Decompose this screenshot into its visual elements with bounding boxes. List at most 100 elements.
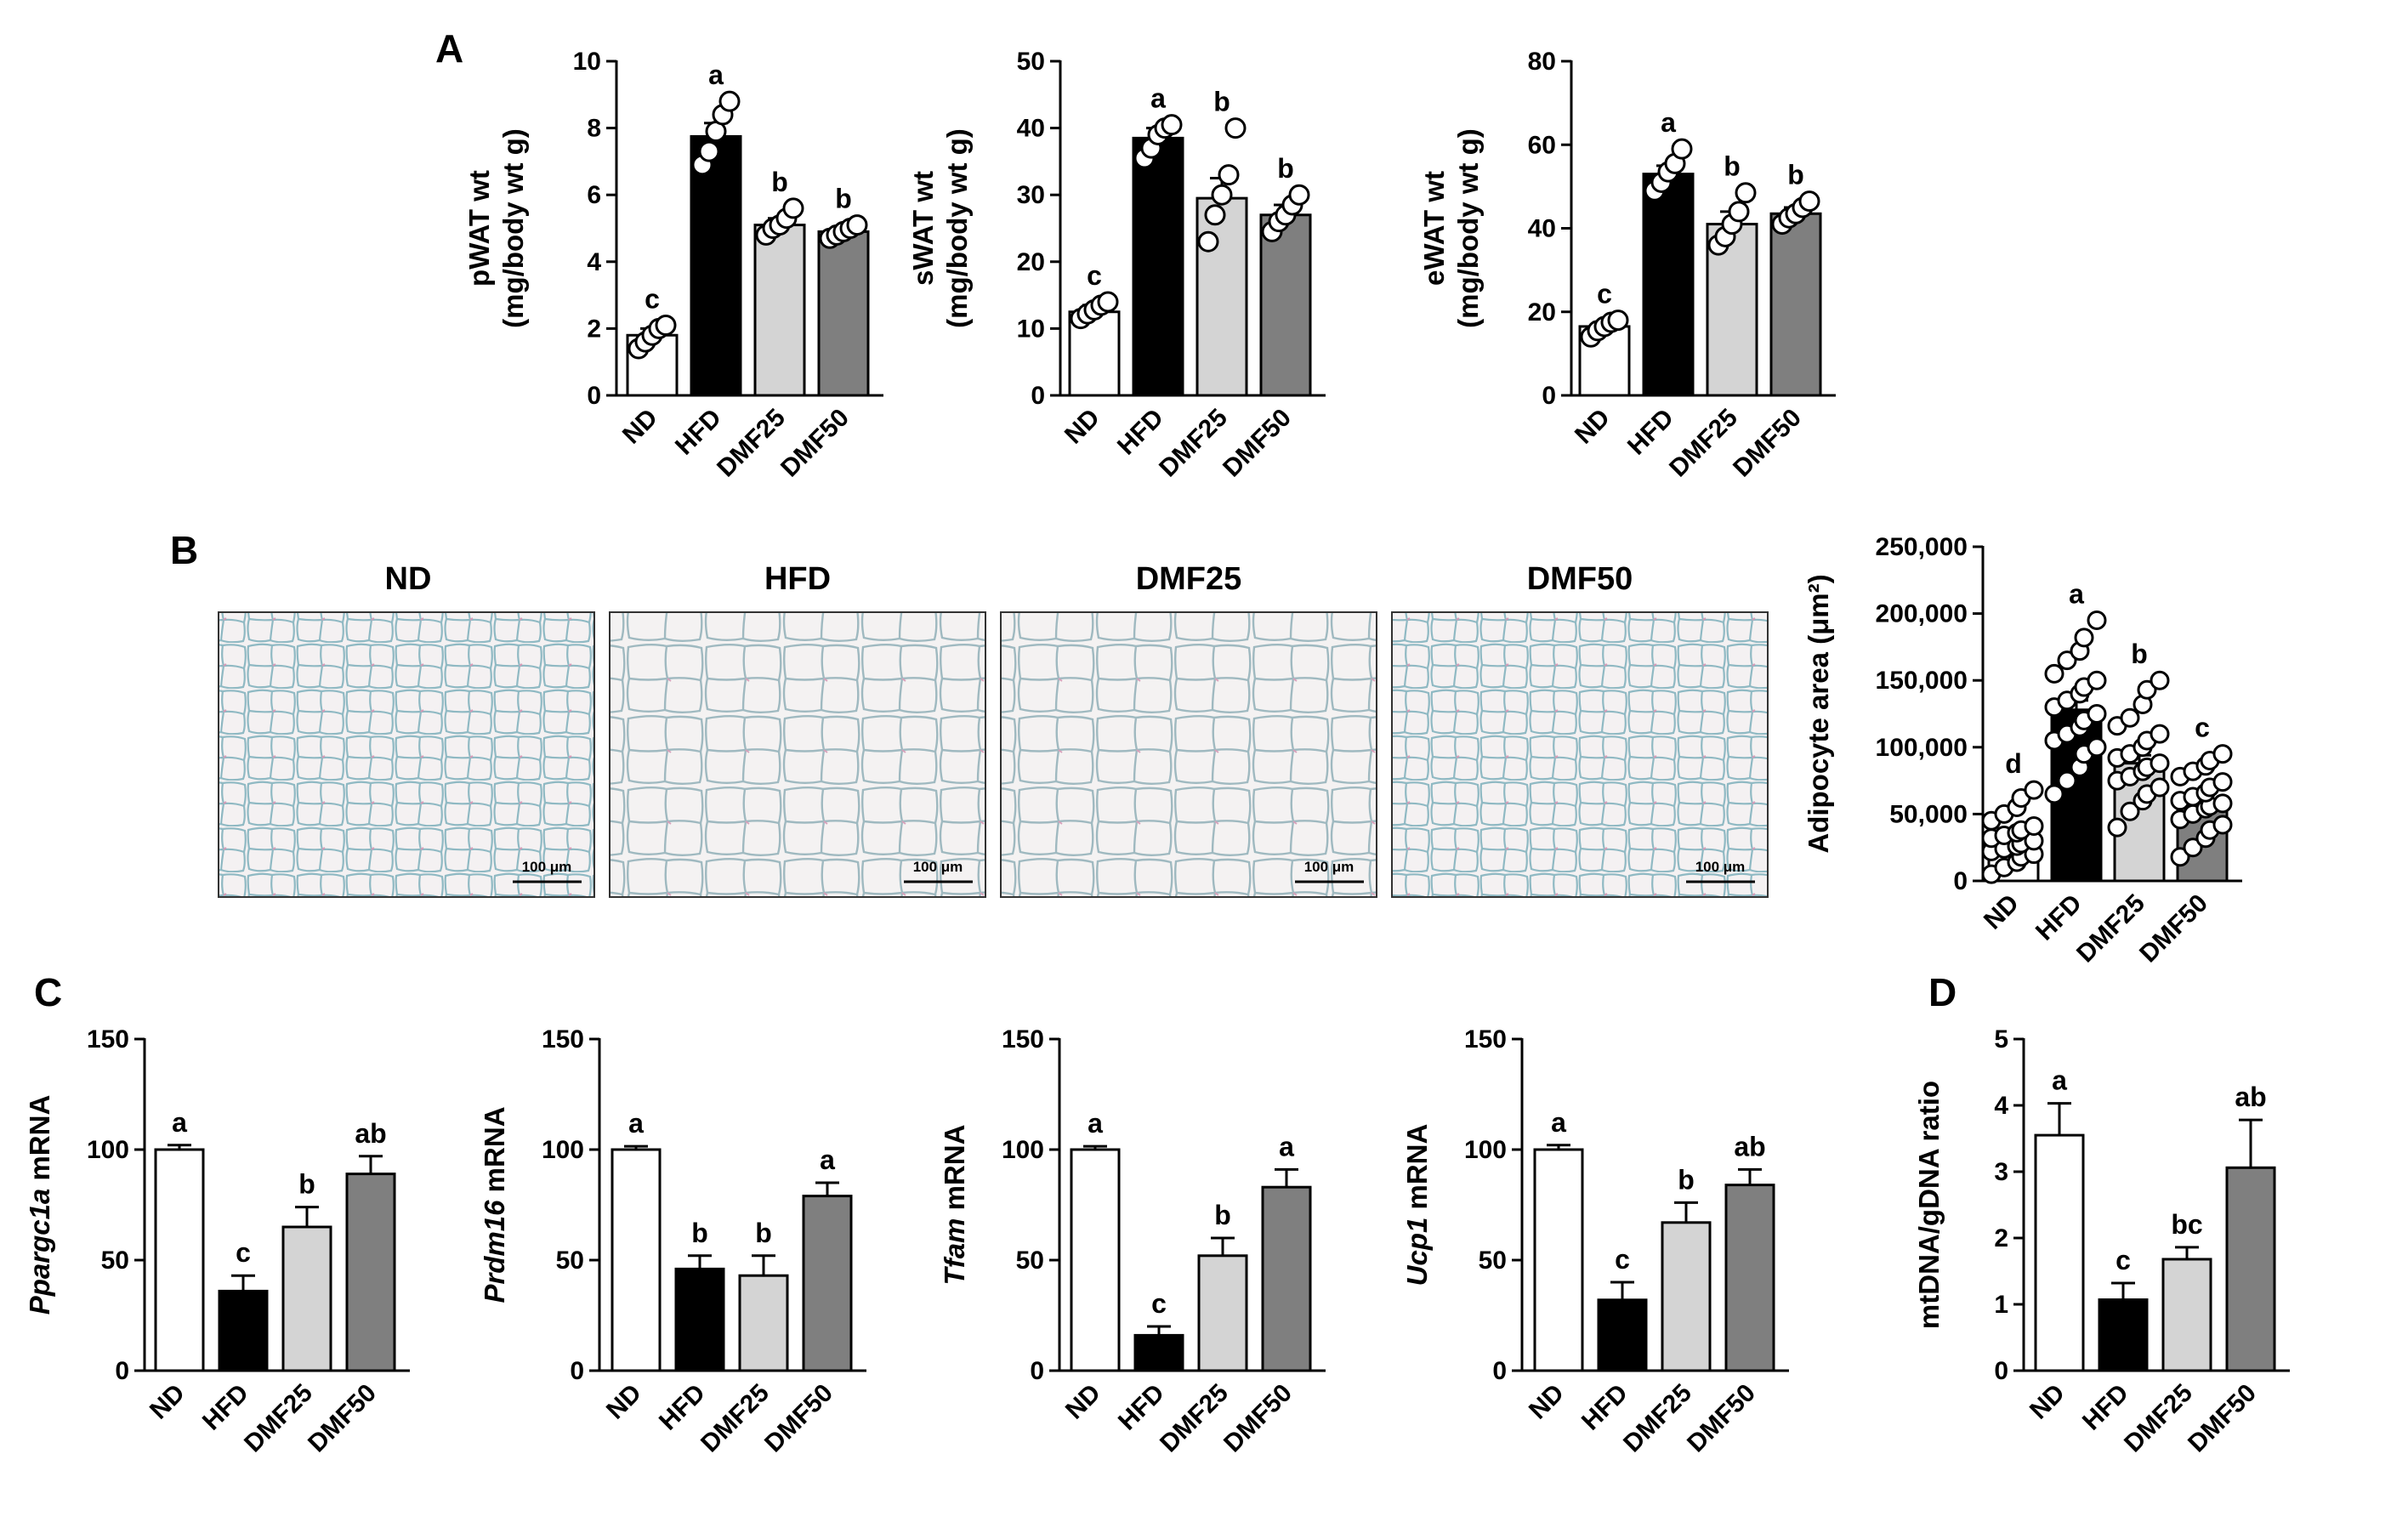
category-label-dmf50: DMF50	[1218, 404, 1297, 483]
y-tick-label: 20	[1528, 298, 1556, 327]
y-tick-label: 3	[1994, 1158, 2008, 1186]
y-tick-label: 30	[1017, 181, 1045, 209]
y-tick-label: 60	[1528, 131, 1556, 159]
bar-hfd	[1597, 1298, 1648, 1372]
y-tick-label: 20	[1017, 248, 1045, 276]
histology-dmf25: DMF25 100 μm	[1000, 561, 1377, 898]
y-tick-label: 100	[87, 1136, 129, 1164]
significance-letter: a	[820, 1144, 835, 1175]
bar-dmf50	[1259, 213, 1312, 397]
significance-letter: b	[1787, 160, 1804, 190]
category-label-nd: ND	[1979, 889, 2025, 935]
y-tick-label: 50	[1017, 48, 1045, 76]
y-tick-label: 50	[101, 1247, 129, 1275]
category-label-dmf25: DMF25	[239, 1379, 318, 1458]
y-axis-title-suffix: mRNA	[1401, 1124, 1433, 1218]
bar-dmf50	[345, 1173, 396, 1372]
data-point	[2137, 679, 2157, 700]
data-point	[1224, 117, 1247, 139]
data-point	[2183, 838, 2203, 858]
significance-letter: c	[645, 283, 660, 314]
significance-letter: b	[1214, 1200, 1231, 1230]
category-label-dmf50: DMF50	[1728, 404, 1807, 483]
category-label-nd: ND	[2025, 1379, 2070, 1425]
data-point	[2107, 817, 2127, 838]
significance-letter: a	[172, 1107, 187, 1138]
significance-letter: c	[1151, 1288, 1167, 1319]
micrograph-dmf25	[1000, 611, 1377, 898]
data-point	[2212, 744, 2233, 764]
category-label-nd: ND	[1570, 404, 1616, 450]
bar-nd	[1533, 1148, 1584, 1372]
y-axis-title: Ucp1 mRNA	[1401, 1124, 1433, 1286]
data-point	[1161, 114, 1183, 136]
category-label-dmf50: DMF50	[1218, 1379, 1298, 1458]
scale-label-dmf25: 100 μm	[1304, 859, 1354, 875]
bar-dmf25	[281, 1225, 332, 1372]
category-label-nd: ND	[1060, 1379, 1106, 1425]
data-point	[2057, 770, 2077, 791]
category-label-nd: ND	[145, 1379, 190, 1425]
data-point	[2212, 815, 2233, 835]
data-point	[1288, 184, 1310, 206]
gene-name: Ucp1	[1401, 1218, 1433, 1286]
category-label-dmf50: DMF50	[775, 404, 855, 483]
y-axis-title-suffix: mRNA	[939, 1125, 970, 1218]
histology-hfd: HFD 100 μm	[609, 561, 986, 898]
y-axis-title: Adipocyte area (μm²)	[1803, 574, 1834, 853]
y-axis-title: mtDNA/gDNA ratio	[1913, 1081, 1945, 1329]
y-tick-label: 6	[587, 181, 601, 209]
y-tick-label: 0	[1031, 382, 1045, 410]
data-point	[2087, 670, 2107, 690]
data-point	[1798, 190, 1820, 213]
bar-dmf25	[753, 224, 806, 397]
significance-letter: b	[691, 1218, 708, 1248]
significance-letter: c	[236, 1237, 251, 1268]
data-point	[2044, 784, 2064, 804]
category-label-nd: ND	[601, 1379, 647, 1425]
data-point	[2212, 793, 2233, 814]
data-point	[2057, 650, 2077, 671]
data-point	[2212, 772, 2233, 792]
y-tick-label: 100	[1002, 1136, 1044, 1164]
y-tick-label: 100	[1464, 1136, 1507, 1164]
bar-hfd	[2098, 1298, 2149, 1372]
category-label-dmf25: DMF25	[1664, 404, 1743, 483]
significance-letter: bc	[2171, 1209, 2202, 1240]
gene-name: Ppargc1a	[24, 1189, 55, 1315]
significance-letter: b	[1724, 151, 1741, 182]
y-axis-title: Prdm16 mRNA	[479, 1106, 510, 1303]
bar-hfd	[674, 1267, 725, 1372]
y-tick-label: 150	[87, 1025, 129, 1053]
histology-dmf50: DMF50 100 μm	[1391, 561, 1769, 898]
histology-nd: ND 100 μm	[218, 561, 595, 898]
data-point	[2044, 663, 2064, 684]
significance-letter: a	[1088, 1108, 1103, 1139]
data-point	[2087, 704, 2107, 724]
y-tick-label: 150	[542, 1025, 584, 1053]
bar-hfd	[1642, 173, 1695, 397]
y-tick-label: 0	[115, 1357, 129, 1385]
histology-title-hfd: HFD	[764, 561, 831, 597]
bar-nd	[2034, 1133, 2085, 1372]
y-tick-label: 0	[1030, 1357, 1044, 1385]
y-axis-title-suffix: mRNA	[24, 1095, 55, 1189]
y-tick-label: 100	[542, 1136, 584, 1164]
category-label-nd: ND	[1524, 1379, 1570, 1425]
chart-pwat: 0 2 4 6 8 10 c ND a HFD b DMF25 b DMF50 pWAT wt (mg/bod…	[463, 48, 883, 483]
histology-images: ND 100 μm HFD 100 μm DMF25 100 μm DMF50 …	[218, 561, 1769, 898]
significance-letter: c	[2116, 1245, 2131, 1275]
y-tick-label: 150	[1464, 1025, 1507, 1053]
data-point	[1607, 310, 1629, 332]
data-point	[2074, 628, 2094, 648]
category-label-nd: ND	[617, 404, 663, 450]
y-tick-label: 5	[1994, 1025, 2008, 1053]
bar-dmf50	[802, 1195, 853, 1372]
chart-ppargc1a: 0 50 100 150 a ND c HFD b DMF25 ab DMF50 Ppargc1a mR…	[24, 1025, 410, 1458]
data-point	[698, 140, 720, 162]
bar-dmf25	[2161, 1258, 2212, 1372]
y-axis-title: sWAT wt	[907, 171, 939, 286]
data-point	[1728, 201, 1750, 223]
significance-letter: b	[2131, 639, 2148, 669]
data-point	[846, 214, 868, 236]
